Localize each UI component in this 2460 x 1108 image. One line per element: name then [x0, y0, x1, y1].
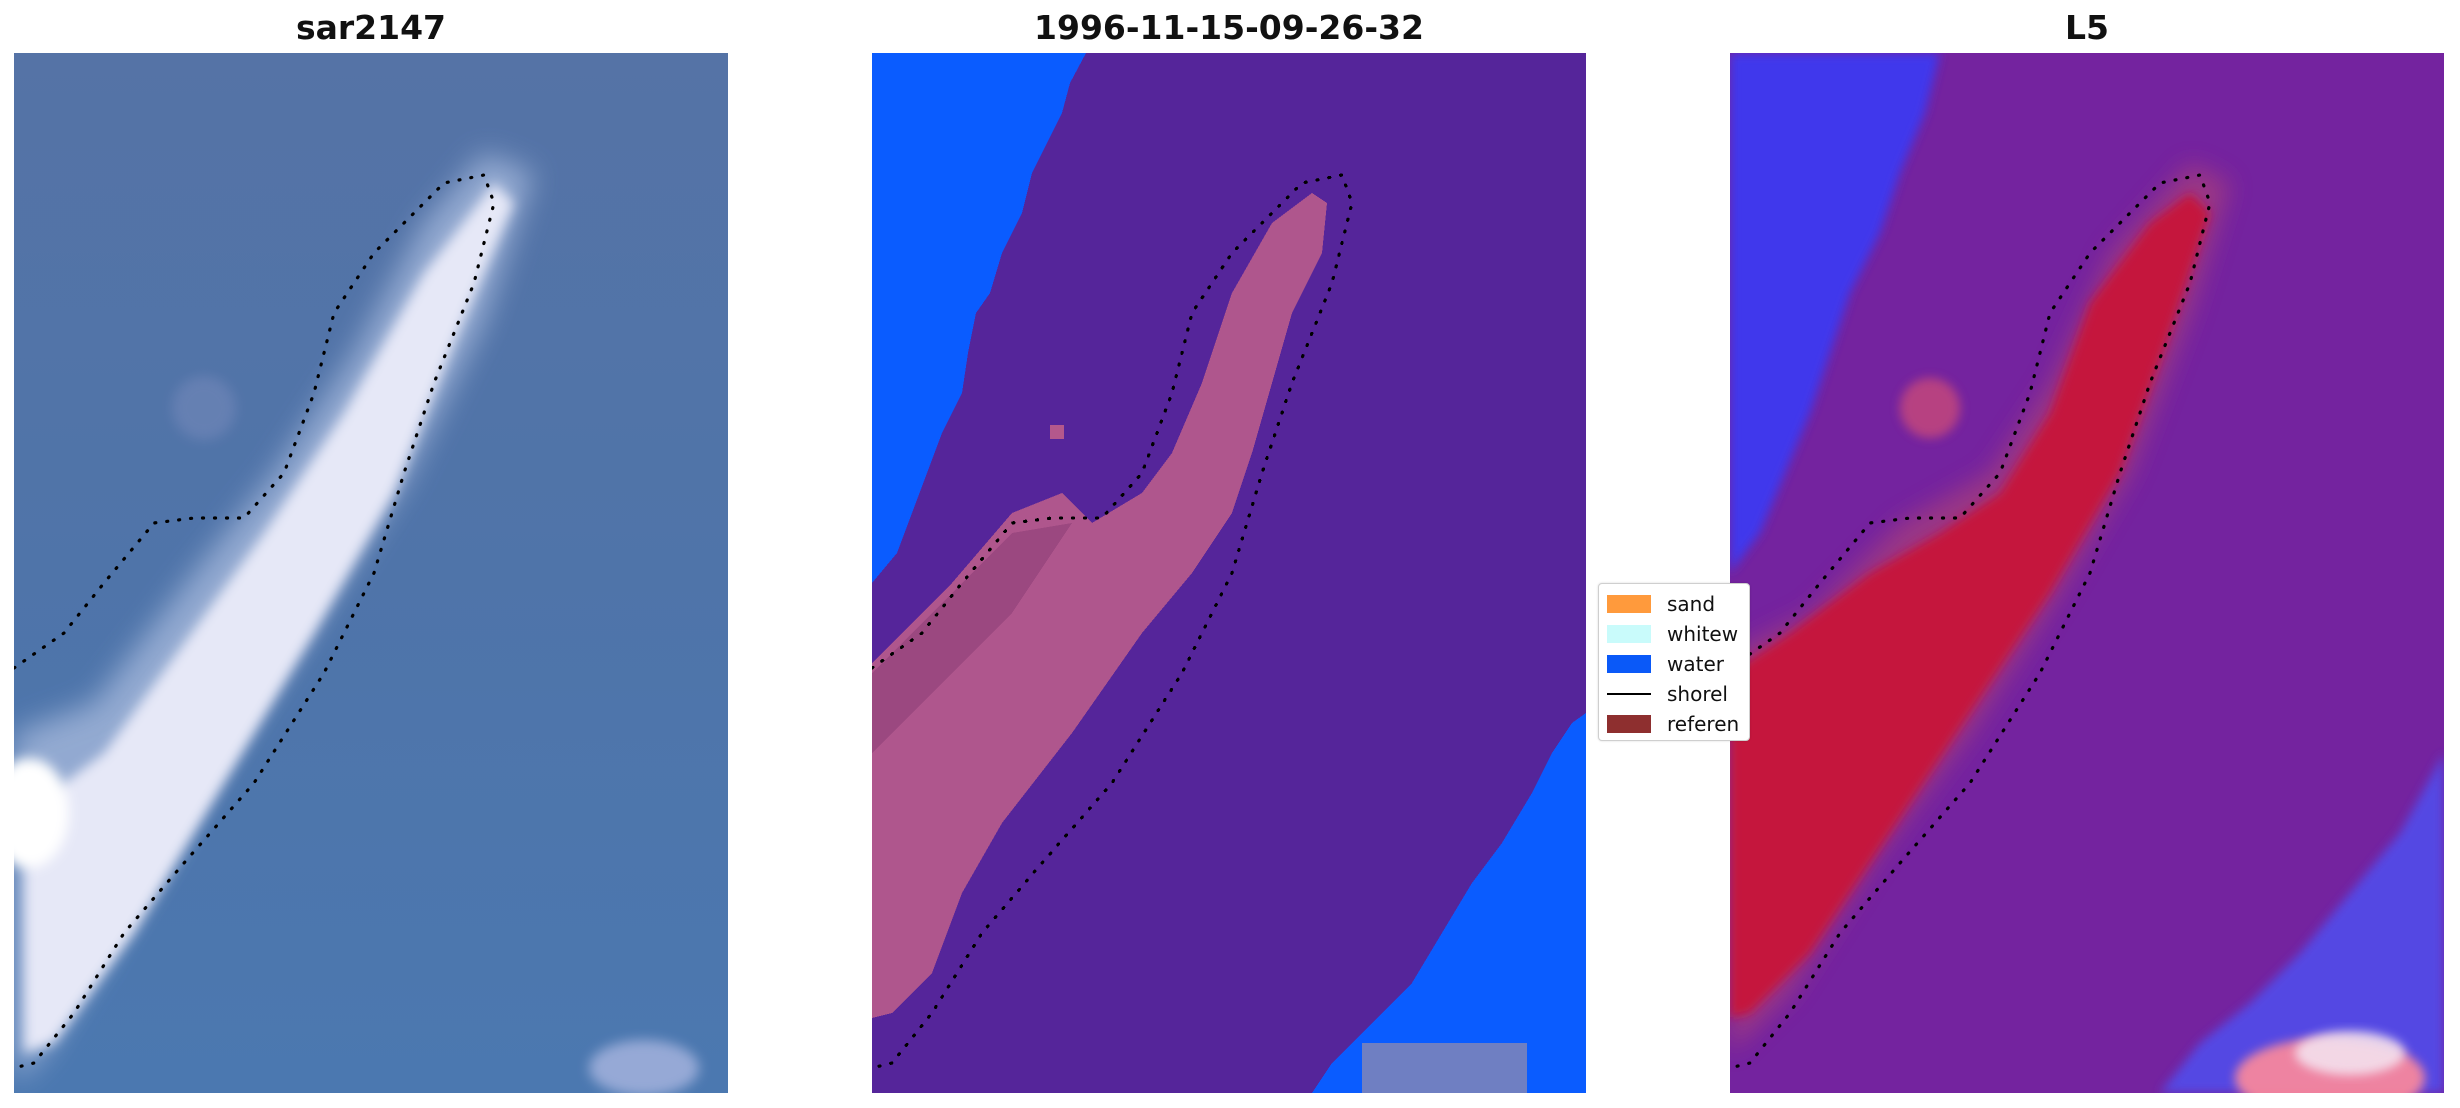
panel-title-classification: 1996-11-15-09-26-32 [1034, 8, 1424, 47]
probability-map [1730, 53, 2444, 1093]
water-region-bottom-right [1312, 713, 1586, 1093]
prob-sand-core [1730, 193, 2210, 1018]
sand-shadow [872, 523, 1072, 753]
legend-item-whitewater: whitew [1607, 622, 1738, 646]
classification-panel [872, 53, 1586, 1093]
legend-label-shoreline: shorel [1667, 682, 1728, 706]
rgb-image [14, 53, 728, 1093]
legend-item-water: water [1607, 652, 1724, 676]
legend-item-reference: referen [1607, 712, 1739, 736]
pale-patch [1362, 1043, 1527, 1093]
water-region-top-left [872, 53, 1086, 583]
probability-panel [1730, 53, 2444, 1093]
bright-corner [14, 758, 69, 868]
legend-label-water: water [1667, 652, 1724, 676]
legend: sand whitew water shorel referen [1598, 583, 1750, 741]
prob-water-top-left [1730, 53, 1940, 573]
legend-swatch-sand [1607, 595, 1651, 613]
prob-water-bottom-right [2160, 753, 2444, 1093]
legend-item-sand: sand [1607, 592, 1715, 616]
legend-swatch-water [1607, 655, 1651, 673]
legend-swatch-reference [1607, 715, 1651, 733]
stray-pixel [1050, 425, 1064, 439]
legend-swatch-shoreline [1607, 693, 1651, 695]
legend-label-sand: sand [1667, 592, 1716, 616]
sandbar-core [24, 183, 514, 1053]
legend-label-whitewater: whitew [1667, 622, 1739, 646]
panel-title-probability: L5 [2065, 8, 2109, 47]
rgb-image-panel [14, 53, 728, 1093]
classification-map [872, 53, 1586, 1093]
shoal-blob [172, 376, 236, 440]
prob-shoal-blob [1900, 378, 1960, 438]
panel-title-rgb: sar2147 [295, 8, 447, 47]
prob-bottom-white [2295, 1031, 2405, 1075]
legend-item-shoreline: shorel [1607, 682, 1728, 706]
legend-swatch-whitewater [1607, 625, 1651, 643]
legend-label-reference: referen [1667, 712, 1740, 736]
bottom-glint [589, 1040, 699, 1093]
sand-overlay [872, 193, 1327, 1018]
